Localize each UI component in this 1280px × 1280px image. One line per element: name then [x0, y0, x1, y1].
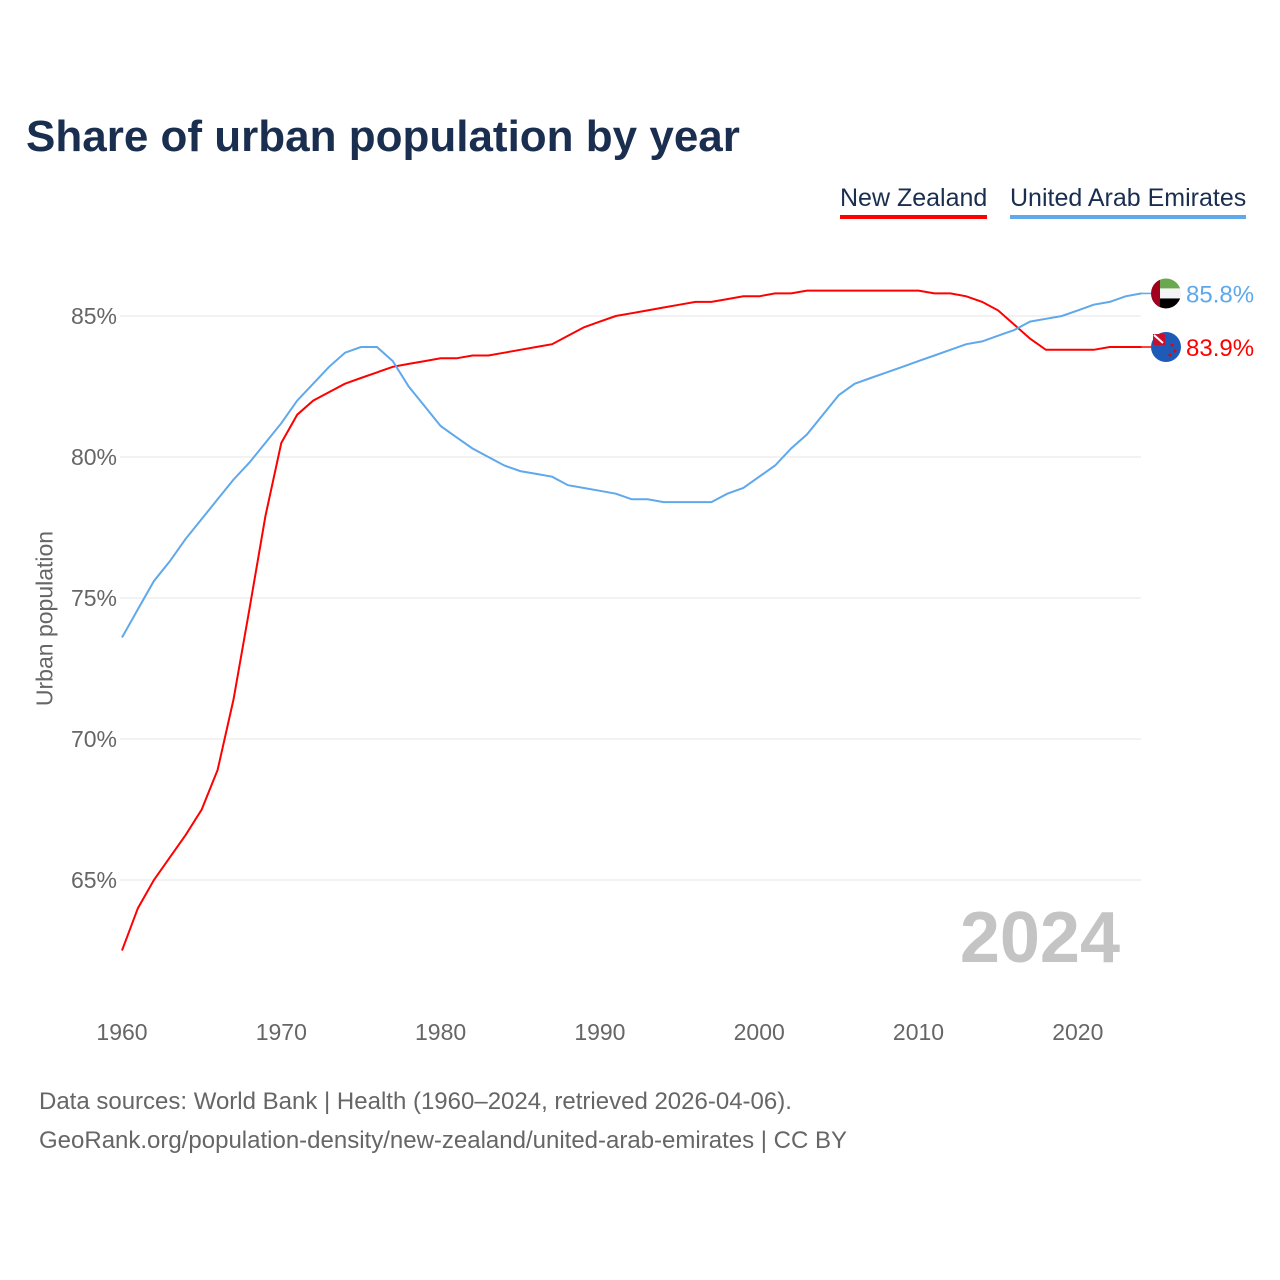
source-line-1: Data sources: World Bank | Health (1960–…	[39, 1088, 792, 1115]
year-watermark: 2024	[960, 898, 1120, 978]
series-line-nz	[121, 289, 1142, 951]
y-tick-label: 65%	[71, 867, 117, 893]
y-tick-label: 75%	[71, 585, 117, 611]
x-tick-label: 2010	[893, 1019, 944, 1045]
chart-title: Share of urban population by year	[26, 112, 740, 161]
uae-flag-icon	[1151, 278, 1181, 309]
end-value-label: 83.9%	[1186, 335, 1254, 362]
nz-flag-icon	[1151, 332, 1181, 363]
y-tick-label: 80%	[71, 444, 117, 470]
y-tick-label: 70%	[71, 726, 117, 752]
legend-united-arab-emirates[interactable]: United Arab Emirates	[1010, 184, 1247, 219]
x-tick-label: 1960	[96, 1019, 147, 1045]
x-tick-label: 1970	[256, 1019, 307, 1045]
x-tick-label: 1980	[415, 1019, 466, 1045]
x-tick-label: 2020	[1052, 1019, 1103, 1045]
x-tick-label: 1990	[574, 1019, 625, 1045]
legend-new-zealand[interactable]: New Zealand	[840, 184, 988, 219]
series-line-uae	[121, 292, 1142, 638]
x-tick-label: 2000	[734, 1019, 785, 1045]
source-line-2[interactable]: GeoRank.org/population-density/new-zeala…	[39, 1127, 847, 1154]
end-value-label: 85.8%	[1186, 281, 1254, 308]
y-tick-label: 85%	[71, 303, 117, 329]
